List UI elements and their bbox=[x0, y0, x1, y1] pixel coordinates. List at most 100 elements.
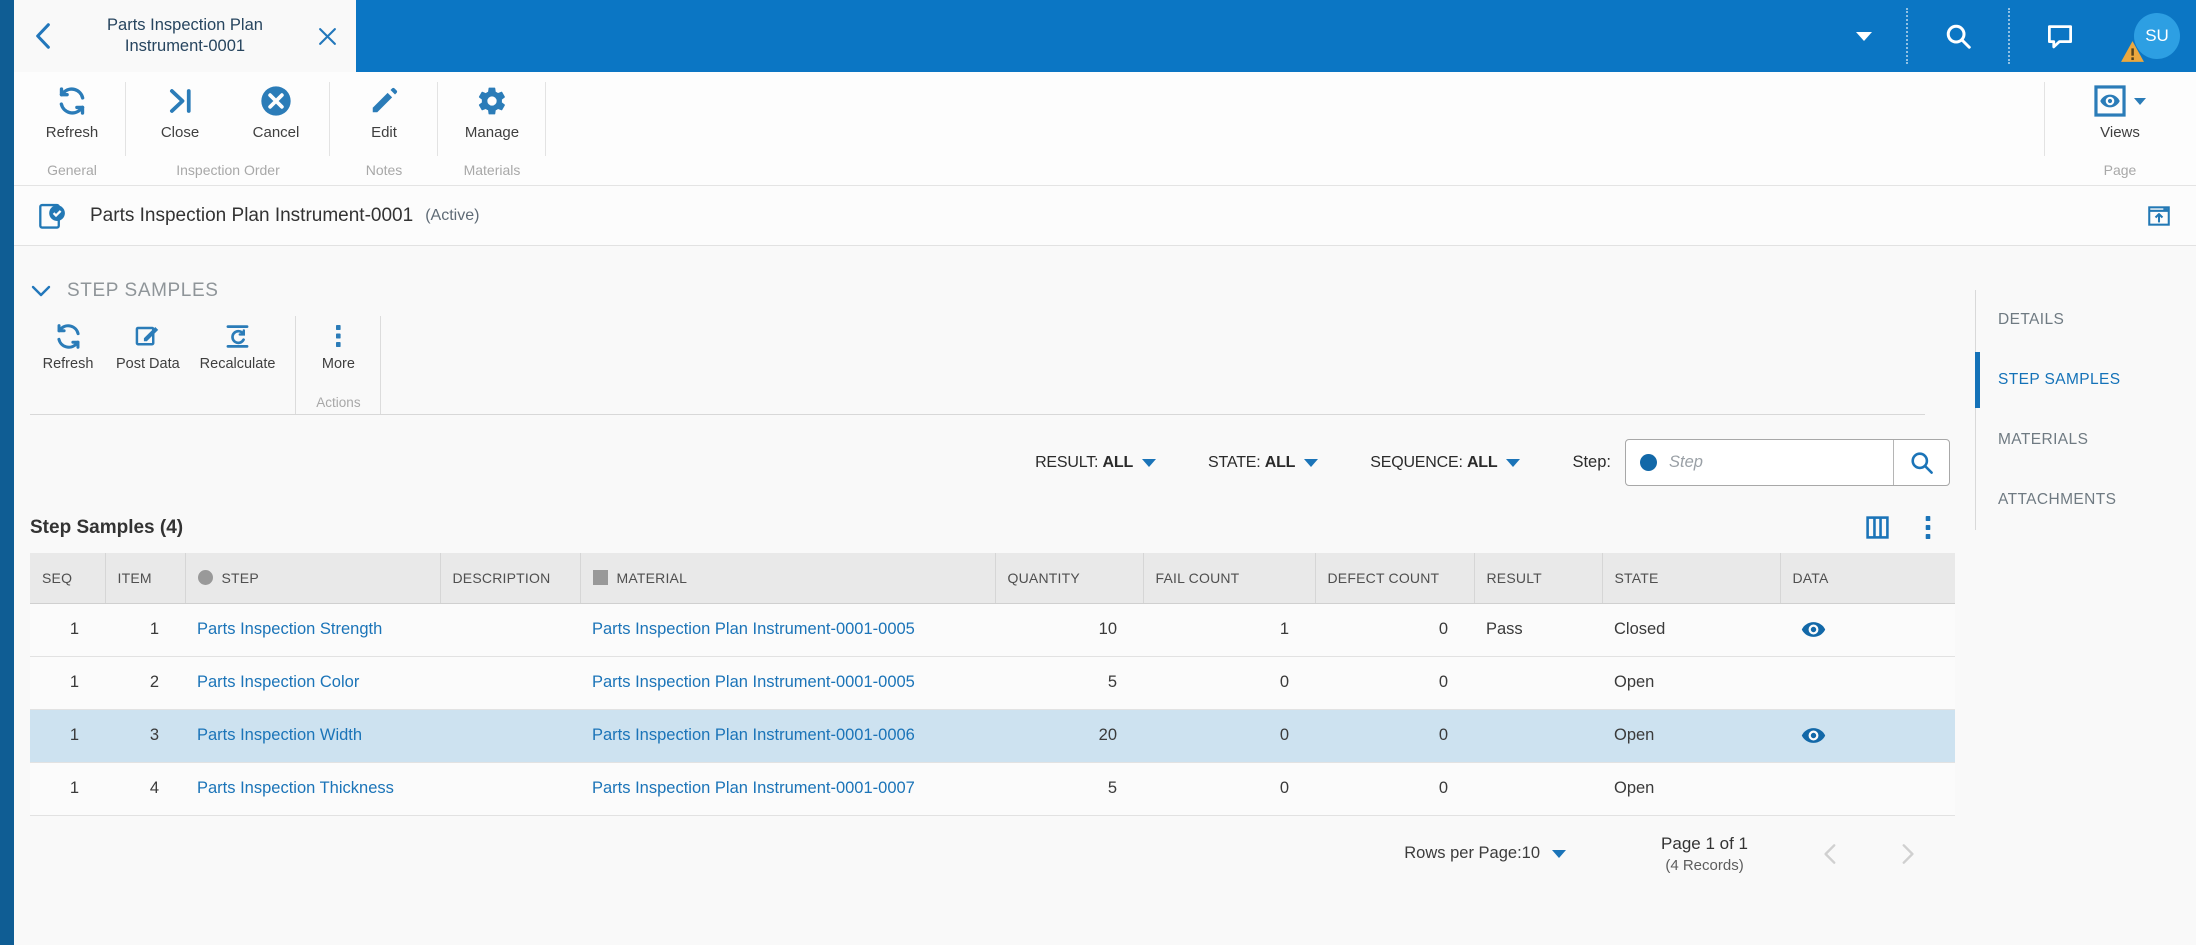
previous-page-chevron-icon[interactable] bbox=[1818, 841, 1844, 867]
tab-close-icon[interactable] bbox=[310, 16, 344, 56]
chat-icon[interactable] bbox=[2045, 21, 2075, 51]
column-header-description[interactable]: DESCRIPTION bbox=[439, 553, 580, 604]
ribbon-group-caption: Inspection Order bbox=[176, 162, 280, 178]
sidebar-item-step-samples[interactable]: STEP SAMPLES bbox=[1975, 350, 2196, 410]
table-row[interactable]: 1 1 Parts Inspection Strength Parts Inspect… bbox=[30, 603, 1955, 657]
tab-title: Parts Inspection Plan Instrument-0001 bbox=[107, 15, 263, 55]
cell-seq: 1 bbox=[30, 762, 105, 816]
sidebar-item-details[interactable]: DETAILS bbox=[1976, 290, 2196, 350]
column-header-quantity[interactable]: QUANTITY bbox=[994, 553, 1143, 604]
manage-label: Manage bbox=[464, 124, 520, 141]
section-nav-sidebar: DETAILS STEP SAMPLES MATERIALS ATTACHMENTS bbox=[1975, 246, 2196, 945]
column-header-seq[interactable]: SEQ bbox=[30, 553, 105, 604]
cell-step: Parts Inspection Color bbox=[185, 656, 440, 710]
filter-row: RESULT: ALL STATE: ALL SEQUENCE: ALL Ste… bbox=[30, 439, 1975, 486]
step-link[interactable]: Parts Inspection Strength bbox=[197, 620, 383, 638]
user-avatar[interactable]: SU bbox=[2121, 13, 2180, 62]
popout-window-icon[interactable] bbox=[2146, 203, 2172, 229]
more-label: More bbox=[321, 356, 355, 372]
step-link[interactable]: Parts Inspection Color bbox=[197, 673, 360, 691]
cell-state: Open bbox=[1602, 709, 1780, 763]
step-type-circle-icon bbox=[1640, 454, 1657, 471]
sidebar-item-label: STEP SAMPLES bbox=[1998, 371, 2121, 388]
refresh-button[interactable]: Refresh bbox=[24, 72, 120, 141]
material-link[interactable]: Parts Inspection Plan Instrument-0001-00… bbox=[592, 779, 915, 797]
step-samples-table: SEQ ITEM STEP DESCRIPTION MATERIAL QUANTITY FA… bbox=[30, 553, 1955, 816]
next-page-chevron-icon[interactable] bbox=[1894, 841, 1920, 867]
cell-seq: 1 bbox=[30, 656, 105, 710]
column-header-material[interactable]: MATERIAL bbox=[579, 553, 995, 604]
column-header-data[interactable]: DATA bbox=[1779, 553, 1955, 604]
caret-down-icon bbox=[1552, 849, 1567, 858]
table-header-row: SEQ ITEM STEP DESCRIPTION MATERIAL QUANTITY FA… bbox=[30, 553, 1955, 604]
inspection-plan-icon bbox=[38, 201, 68, 231]
table-row[interactable]: 1 3 Parts Inspection Width Parts Inspection… bbox=[30, 709, 1955, 763]
ribbon-group-page: Views Page bbox=[2044, 72, 2196, 185]
column-header-item[interactable]: ITEM bbox=[104, 553, 185, 604]
eye-icon[interactable] bbox=[1800, 722, 1827, 749]
result-filter-dropdown[interactable]: RESULT: ALL bbox=[1035, 453, 1157, 472]
table-kebab-menu-icon[interactable] bbox=[1921, 514, 1935, 541]
column-header-result[interactable]: RESULT bbox=[1473, 553, 1602, 604]
table-row[interactable]: 1 2 Parts Inspection Color Parts Inspection… bbox=[30, 656, 1955, 710]
material-link[interactable]: Parts Inspection Plan Instrument-0001-00… bbox=[592, 620, 915, 638]
cell-quantity: 20 bbox=[995, 709, 1143, 763]
sidebar-item-materials[interactable]: MATERIALS bbox=[1976, 410, 2196, 470]
result-filter-label: RESULT: ALL bbox=[1035, 453, 1134, 471]
ribbon-toolbar: Refresh General Close Cancel Inspection … bbox=[14, 72, 2196, 186]
search-icon[interactable] bbox=[1943, 21, 1973, 51]
cell-result: Pass bbox=[1474, 603, 1602, 657]
sequence-filter-label: SEQUENCE: ALL bbox=[1370, 453, 1498, 471]
ribbon-group-caption: Materials bbox=[463, 162, 521, 178]
post-data-button[interactable]: Post Data bbox=[106, 316, 190, 414]
cell-fail_count: 0 bbox=[1143, 709, 1315, 763]
step-search-button[interactable] bbox=[1893, 440, 1949, 485]
cell-data bbox=[1780, 762, 1955, 816]
manage-button[interactable]: Manage bbox=[444, 72, 540, 141]
cancel-button[interactable]: Cancel bbox=[228, 72, 324, 141]
edit-button[interactable]: Edit bbox=[336, 72, 432, 141]
samples-refresh-label: Refresh bbox=[42, 356, 94, 372]
column-chooser-icon[interactable] bbox=[1864, 514, 1891, 541]
more-button[interactable]: More bbox=[300, 316, 376, 372]
material-link[interactable]: Parts Inspection Plan Instrument-0001-00… bbox=[592, 726, 915, 744]
views-button[interactable]: Views bbox=[2072, 72, 2168, 141]
step-link[interactable]: Parts Inspection Thickness bbox=[197, 779, 394, 797]
circle-marker-icon bbox=[197, 569, 213, 585]
back-chevron-icon[interactable] bbox=[26, 16, 60, 56]
column-header-defect_count[interactable]: DEFECT COUNT bbox=[1314, 553, 1474, 604]
close-button[interactable]: Close bbox=[132, 72, 228, 141]
sequence-filter-dropdown[interactable]: SEQUENCE: ALL bbox=[1370, 453, 1521, 472]
recalculate-button[interactable]: Recalculate bbox=[190, 316, 286, 414]
rows-per-page-dropdown[interactable]: Rows per Page:10 bbox=[1404, 844, 1567, 863]
step-search-input[interactable] bbox=[1669, 453, 1893, 472]
column-header-state[interactable]: STATE bbox=[1601, 553, 1780, 604]
material-link[interactable]: Parts Inspection Plan Instrument-0001-00… bbox=[592, 673, 915, 691]
cell-item: 4 bbox=[105, 762, 185, 816]
state-filter-dropdown[interactable]: STATE: ALL bbox=[1208, 454, 1319, 472]
avatar-initials: SU bbox=[2134, 13, 2180, 59]
cell-data bbox=[1780, 656, 1955, 710]
warning-badge-icon bbox=[2120, 40, 2145, 63]
column-header-fail_count[interactable]: FAIL COUNT bbox=[1142, 553, 1315, 604]
document-tab[interactable]: Parts Inspection Plan Instrument-0001 bbox=[14, 0, 356, 72]
cell-description bbox=[440, 603, 580, 657]
ribbon-group-general: Refresh General bbox=[18, 72, 126, 185]
cell-quantity: 10 bbox=[995, 603, 1143, 657]
cell-defect_count: 0 bbox=[1315, 762, 1474, 816]
samples-refresh-button[interactable]: Refresh bbox=[30, 316, 106, 414]
kebab-menu-icon bbox=[324, 322, 352, 350]
cell-fail_count: 1 bbox=[1143, 603, 1315, 657]
table-row[interactable]: 1 4 Parts Inspection Thickness Parts Inspec… bbox=[30, 762, 1955, 816]
eye-icon[interactable] bbox=[1800, 616, 1827, 643]
cell-item: 3 bbox=[105, 709, 185, 763]
step-link[interactable]: Parts Inspection Width bbox=[197, 726, 363, 744]
cell-seq: 1 bbox=[30, 603, 105, 657]
sidebar-item-attachments[interactable]: ATTACHMENTS bbox=[1976, 470, 2196, 530]
header-dropdown-caret-icon[interactable] bbox=[1856, 31, 1872, 41]
views-caret-icon[interactable] bbox=[2134, 97, 2146, 105]
section-collapse-chevron-icon[interactable] bbox=[30, 280, 52, 302]
column-header-step[interactable]: STEP bbox=[184, 553, 440, 604]
ribbon-group-materials: Manage Materials bbox=[438, 72, 546, 185]
page-title-bar: Parts Inspection Plan Instrument-0001 (A… bbox=[14, 186, 2196, 246]
